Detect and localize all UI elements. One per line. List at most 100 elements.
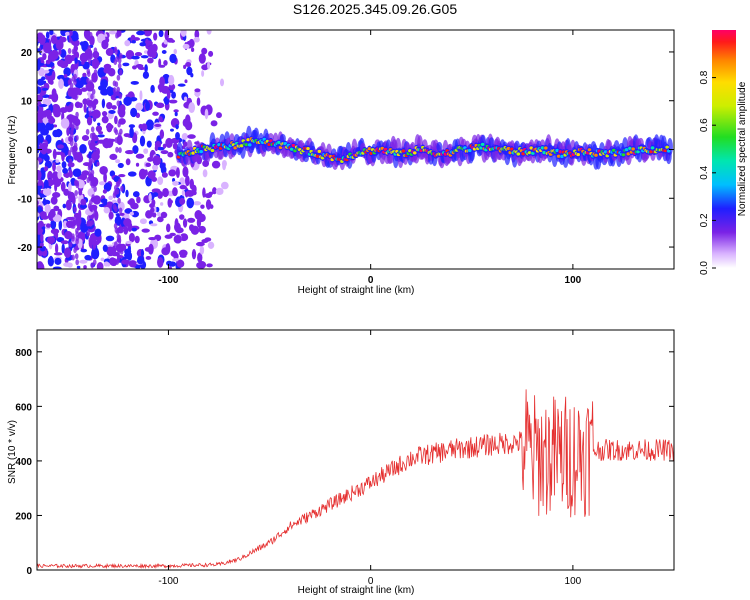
- noise-streak: [68, 54, 72, 61]
- ridge-peak: [247, 143, 252, 147]
- ridge-peak: [401, 149, 406, 153]
- noise-streak: [112, 192, 117, 199]
- noise-blob: [46, 236, 56, 245]
- noise-blob: [49, 79, 54, 85]
- noise-blob: [128, 124, 136, 129]
- noise-streak: [71, 75, 76, 82]
- noise-streak: [87, 139, 92, 146]
- noise-blob: [168, 83, 176, 91]
- noise-blob: [37, 122, 43, 132]
- noise-blob: [91, 248, 100, 260]
- noise-blob: [117, 162, 124, 168]
- noise-blob: [198, 225, 206, 234]
- noise-blob: [38, 34, 46, 46]
- noise-streak: [71, 222, 76, 229]
- noise-streak: [116, 233, 121, 240]
- ridge-peak: [527, 151, 532, 155]
- ridge-peak: [543, 146, 548, 150]
- noise-blob: [185, 61, 192, 68]
- noise-blob: [169, 199, 173, 204]
- noise-blob: [151, 199, 156, 207]
- spectrogram-x-ticks: -100 0 100: [158, 30, 582, 286]
- ridge-peak: [529, 146, 534, 150]
- noise-blob: [179, 177, 185, 186]
- noise-streak: [87, 170, 92, 177]
- noise-blob: [196, 241, 205, 247]
- ridge-peak: [293, 149, 297, 153]
- noise-blob: [151, 43, 158, 53]
- noise-blob: [157, 190, 163, 199]
- noise-blob: [54, 257, 62, 265]
- noise-blob: [37, 206, 43, 213]
- y-tick-label: 20: [21, 48, 33, 59]
- ridge-peak: [558, 150, 563, 154]
- noise-blob: [63, 67, 72, 77]
- noise-blob: [141, 123, 148, 132]
- noise-blob: [181, 132, 189, 140]
- snr-y-axis-label: SNR (10 * v/v): [7, 420, 18, 484]
- ridge-peak: [624, 147, 629, 152]
- noise-blob: [157, 257, 164, 268]
- noise-blob: [175, 124, 179, 130]
- noise-blob: [147, 57, 154, 64]
- noise-blob: [40, 215, 49, 220]
- noise-blob: [47, 170, 53, 181]
- noise-blob: [182, 43, 190, 49]
- noise-blob: [57, 74, 66, 81]
- noise-blob: [50, 218, 57, 230]
- noise-streak: [69, 82, 74, 89]
- snr-x-ticks: -100 0 100: [158, 330, 582, 587]
- noise-blob: [134, 51, 143, 57]
- ridge-peak: [467, 148, 472, 153]
- noise-streak: [118, 225, 123, 232]
- noise-blob: [191, 249, 197, 260]
- noise-blob: [54, 215, 60, 223]
- noise-streak: [91, 101, 95, 108]
- noise-blob: [180, 30, 187, 37]
- noise-streak: [91, 157, 96, 164]
- noise-blob: [97, 122, 101, 126]
- noise-blob: [143, 50, 149, 54]
- noise-blob: [116, 135, 123, 146]
- noise-blob: [108, 30, 117, 35]
- noise-blob: [202, 169, 208, 178]
- noise-blob: [163, 60, 168, 66]
- noise-blob: [37, 169, 42, 181]
- noise-streak: [70, 67, 74, 74]
- x-tick-label: 100: [565, 275, 582, 286]
- noise-blob: [175, 131, 180, 140]
- noise-streak: [68, 37, 73, 44]
- noise-blob: [101, 115, 109, 124]
- noise-blob: [184, 96, 188, 101]
- noise-blob: [63, 247, 72, 258]
- noise-streak: [90, 206, 94, 213]
- noise-blob: [129, 211, 134, 216]
- noise-blob: [97, 139, 106, 144]
- noise-blob: [143, 148, 149, 154]
- ridge-peak: [480, 142, 485, 146]
- x-tick-label: -100: [158, 576, 178, 587]
- noise-blob: [162, 143, 167, 149]
- noise-blob: [166, 37, 174, 43]
- noise-blob: [115, 159, 121, 164]
- noise-blob: [188, 38, 195, 48]
- noise-blob: [201, 70, 205, 77]
- noise-streak: [75, 259, 79, 266]
- noise-blob: [43, 166, 49, 172]
- noise-blob: [124, 208, 133, 214]
- noise-streak: [90, 262, 95, 269]
- noise-blob: [114, 215, 122, 226]
- noise-blob: [190, 225, 200, 235]
- x-tick-label: 100: [565, 576, 582, 587]
- noise-streak: [117, 132, 122, 139]
- noise-blob: [79, 41, 85, 46]
- noise-streak: [88, 57, 92, 64]
- noise-blob: [174, 111, 178, 117]
- noise-blob: [63, 262, 72, 267]
- noise-blob: [37, 212, 40, 217]
- noise-blob: [161, 247, 170, 256]
- noise-blob: [103, 172, 107, 183]
- y-tick-label: -10: [18, 194, 33, 205]
- noise-blob: [145, 210, 153, 219]
- noise-streak: [85, 52, 90, 59]
